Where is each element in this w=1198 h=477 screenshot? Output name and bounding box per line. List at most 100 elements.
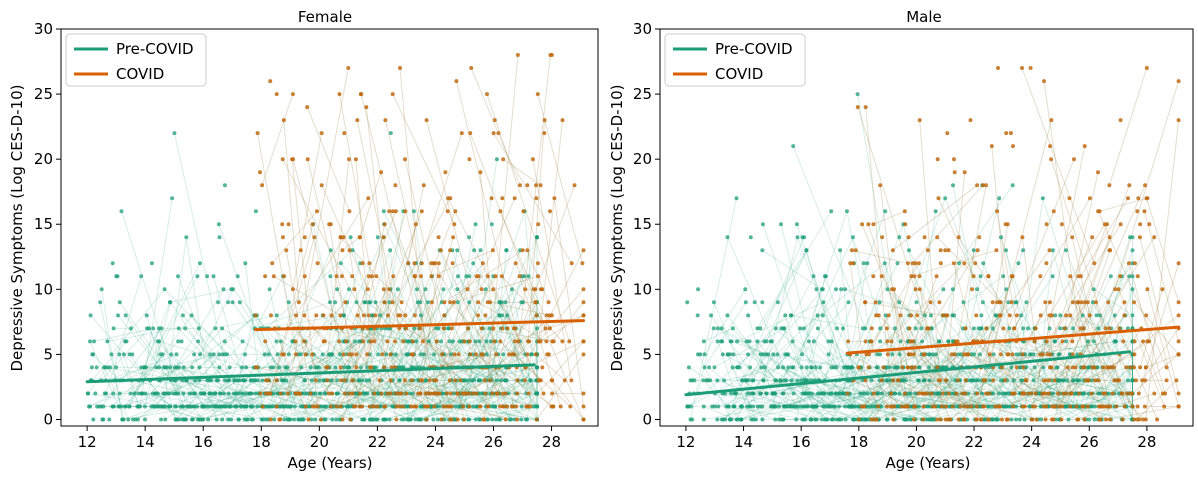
data-point [361,339,365,344]
trajectory-line [89,341,120,407]
data-point [197,365,202,370]
data-point [347,248,352,253]
data-point [380,352,385,357]
data-point [889,391,894,396]
trajectory-line [419,393,444,407]
data-point [367,404,372,409]
data-point [1097,417,1102,422]
data-point [92,339,96,344]
data-point [871,274,876,279]
data-point [892,404,897,409]
data-point [385,391,390,396]
data-point [240,365,244,370]
data-point [274,313,279,318]
data-point [446,404,451,409]
data-point [969,352,974,357]
data-point [946,248,951,253]
data-point [492,404,497,409]
data-point [309,417,314,422]
data-point [142,404,147,409]
data-point [519,417,524,422]
data-point [834,417,839,422]
data-points [685,66,1181,422]
data-point [330,391,335,396]
data-point [274,404,279,409]
data-point [950,287,955,292]
data-point [875,352,880,357]
data-point [290,339,295,344]
data-point [439,339,443,344]
data-point [345,365,350,370]
data-point [950,404,955,409]
data-point [536,222,541,227]
data-point [314,313,319,318]
data-point [752,300,757,305]
y-tick-label: 30 [633,20,652,38]
data-point [1085,378,1090,383]
data-point [357,235,362,240]
data-point [128,391,133,396]
data-point [1135,209,1140,214]
x-tick-label: 20 [310,433,329,451]
data-point [284,248,289,253]
data-point [1052,378,1057,383]
data-point [467,157,472,162]
data-point [1138,365,1143,370]
data-point [1130,235,1135,240]
data-point [516,339,521,344]
data-point [366,313,371,318]
data-point [542,131,547,136]
data-point [1118,222,1123,227]
data-point [743,378,748,383]
trajectory-line [339,94,397,420]
data-point [1064,339,1069,344]
trajectory-line [1099,354,1133,420]
data-point [222,339,227,344]
legend-label-pre-covid: Pre-COVID [715,40,793,58]
data-point [885,352,890,357]
y-axis-label: Depressive Symptoms (Log CES-D-10) [608,84,626,371]
data-point [790,339,795,344]
trajectory-line [980,302,1051,420]
data-point [515,378,520,383]
data-point [452,417,457,422]
trajectory-line [551,380,584,420]
trajectory-line [771,406,823,420]
data-point [1103,326,1108,331]
trajectory-line [1093,341,1116,381]
data-point [176,274,180,279]
trajectory-line [366,211,423,355]
data-point [168,404,173,409]
data-point [1070,339,1075,344]
data-point [873,300,878,305]
data-point [388,352,393,357]
data-point [1014,417,1019,422]
data-point [270,261,275,266]
data-point [217,235,222,240]
data-point [788,404,792,409]
data-point [1031,378,1036,383]
data-point [510,287,514,292]
data-point [476,313,481,318]
data-point [1006,300,1011,305]
data-point [846,300,851,305]
data-point [884,417,889,422]
trajectory-line [1065,393,1126,407]
data-point [452,352,457,357]
y-tick-label: 25 [633,85,652,103]
data-point [477,339,482,344]
data-point [1108,274,1113,279]
data-point [865,261,870,266]
data-point [538,183,543,188]
y-tick-label: 15 [34,215,53,233]
data-point [342,378,347,383]
data-point [1069,391,1074,396]
trajectory-line [399,67,430,394]
data-point [334,417,339,422]
data-point [222,183,227,188]
data-point [1098,313,1102,318]
data-point [381,417,386,422]
data-point [350,274,355,279]
data-point [870,404,875,409]
data-point [581,287,586,292]
